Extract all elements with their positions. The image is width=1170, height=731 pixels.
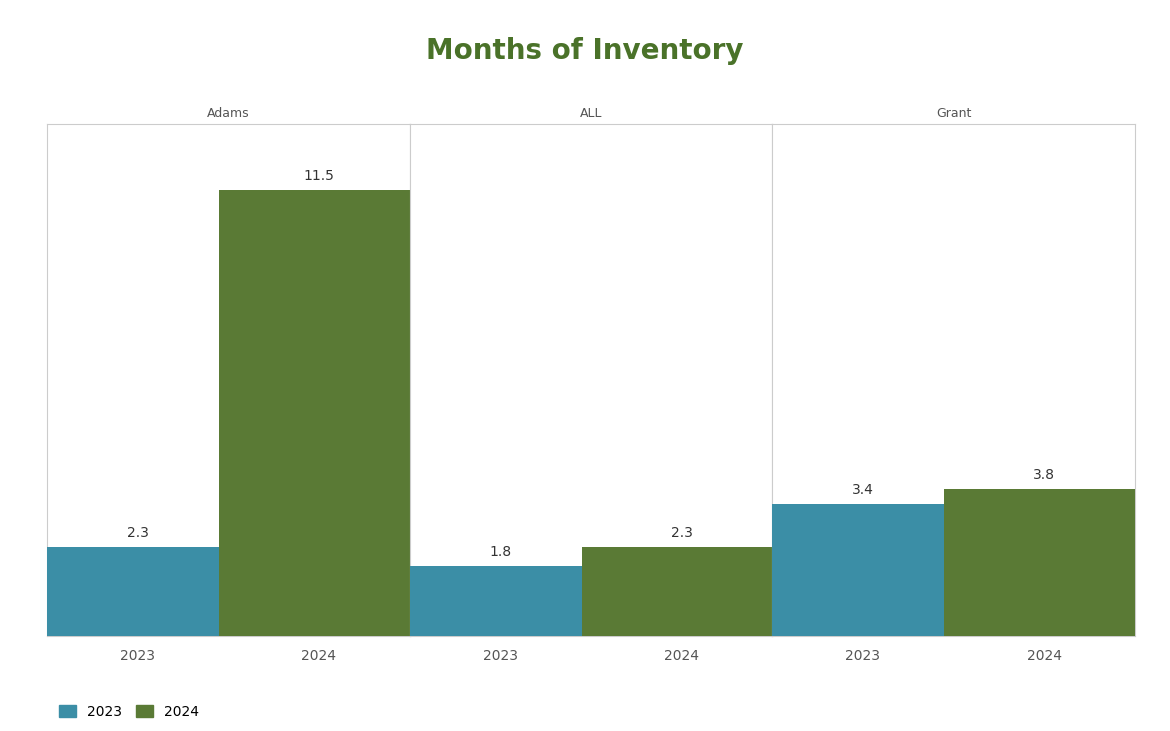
Bar	[37, 547, 238, 636]
Bar	[400, 567, 600, 636]
Title: Grant: Grant	[936, 107, 971, 121]
Text: 3.8: 3.8	[1033, 468, 1055, 482]
Text: 2.3: 2.3	[126, 526, 149, 539]
Text: 2.3: 2.3	[670, 526, 693, 539]
Bar	[763, 504, 963, 636]
Legend: 2023, 2024: 2023, 2024	[54, 699, 205, 724]
Text: 1.8: 1.8	[489, 545, 511, 559]
Title: ALL: ALL	[579, 107, 603, 121]
Text: 3.4: 3.4	[852, 483, 874, 497]
Bar	[219, 190, 419, 636]
Text: Months of Inventory: Months of Inventory	[426, 37, 744, 65]
Bar	[944, 488, 1144, 636]
Bar	[581, 547, 782, 636]
Text: 11.5: 11.5	[303, 169, 335, 183]
Title: Adams: Adams	[207, 107, 249, 121]
